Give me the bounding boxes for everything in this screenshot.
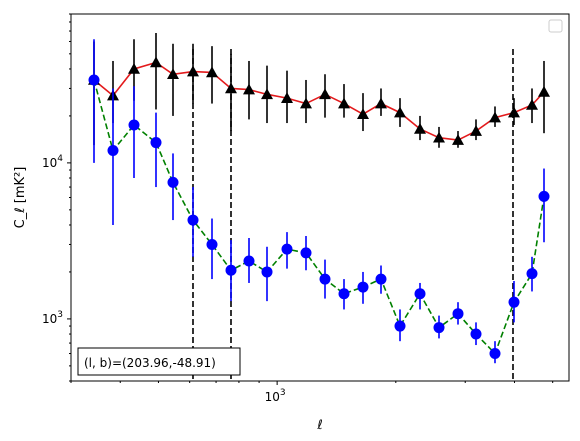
data-point-triangle [538,85,550,97]
data-point-circle [225,264,237,276]
data-point-circle [187,214,199,226]
data-point-circle [394,320,406,332]
data-point-triangle [319,88,331,100]
data-point-triangle [243,83,255,95]
data-point-triangle [452,134,464,145]
data-point-triangle [167,68,179,80]
data-point-circle [261,266,273,278]
data-point-triangle [300,97,312,109]
data-point-triangle [394,106,406,118]
data-point-circle [489,348,501,360]
legend-box [548,19,563,33]
data-point-circle [206,238,218,250]
data-point-triangle [508,106,520,118]
data-point-triangle [470,125,482,136]
data-point-triangle [206,66,218,78]
data-point-triangle [433,131,445,143]
data-point-triangle [261,88,273,100]
data-point-triangle [187,65,199,77]
data-point-triangle [338,97,350,109]
data-point-circle [433,322,445,334]
axes: 103 104 103 ℓ C_ℓ [mK²] (l, b)=(203.96,-48.91… [13,13,570,433]
data-point-circle [107,145,119,157]
data-point-circle [375,273,387,285]
data-point-circle [414,288,426,300]
annotation-box [77,347,241,376]
data-point-circle [128,119,140,131]
data-point-triangle [375,97,387,109]
x-tick-label: 103 [265,388,286,404]
annotation-text: (l, b)=(203.96,-48.91) [84,356,216,370]
data-point-circle [167,176,179,188]
y-tick-label: 103 [42,310,63,326]
data-point-circle [470,328,482,340]
data-point-triangle [150,56,162,68]
plot-frame [70,13,570,382]
data-point-triangle [281,92,293,103]
data-point-triangle [526,98,538,110]
data-point-circle [88,74,100,86]
data-point-circle [300,247,312,259]
data-point-triangle [225,82,237,94]
data-point-circle [281,243,293,255]
data-point-circle [319,273,331,285]
y-tick-label: 104 [42,154,63,170]
data-point-triangle [128,62,140,74]
data-point-triangle [414,122,426,134]
data-point-circle [243,255,255,267]
data-point-circle [452,308,464,320]
plot-area [88,32,550,381]
data-point-circle [338,288,350,300]
data-point-circle [357,281,369,293]
data-point-circle [526,268,538,280]
data-point-circle [508,296,520,308]
y-axis-label: C_ℓ [mK²] [13,167,28,229]
data-point-circle [538,190,550,202]
x-axis-label: ℓ [316,418,322,433]
data-point-triangle [489,111,501,123]
data-point-triangle [357,108,369,120]
data-point-circle [150,137,162,149]
